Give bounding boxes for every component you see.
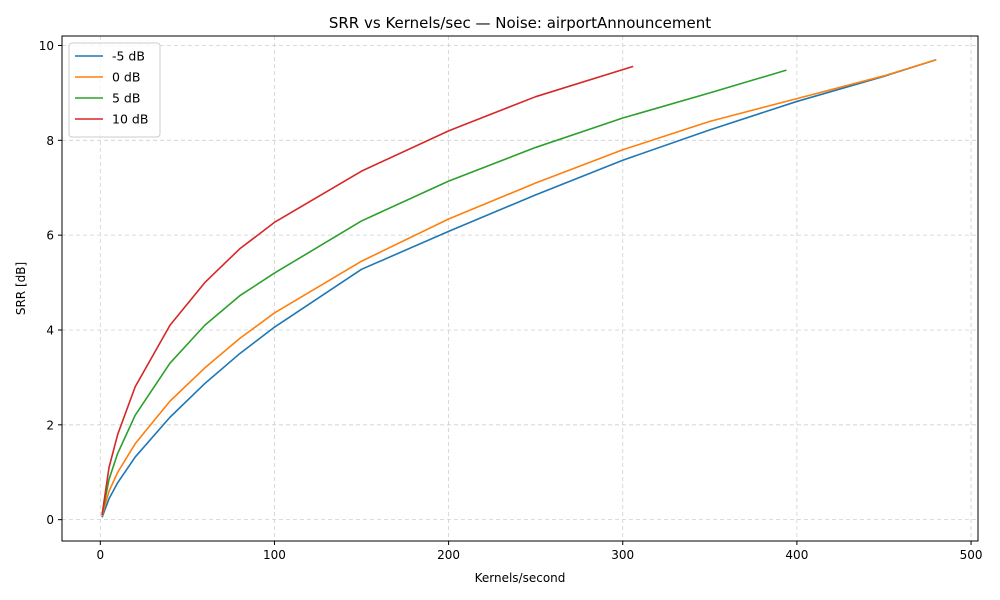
series-line-0 — [101, 58, 937, 518]
y-tick-label: 8 — [46, 134, 54, 148]
series-line-1 — [101, 58, 937, 517]
grid-layer — [62, 36, 978, 541]
legend-label-1: 0 dB — [112, 70, 140, 85]
x-tick-label: 500 — [960, 548, 983, 562]
y-tick-label: 10 — [39, 39, 54, 53]
series-line-2 — [101, 69, 787, 516]
x-tick-label: 0 — [96, 548, 104, 562]
series-layer — [101, 58, 937, 518]
tick-layer: 0 100 200 300 400 500 0 2 4 6 8 10 — [39, 39, 983, 562]
y-tick-label: 4 — [46, 323, 54, 337]
x-tick-label: 400 — [785, 548, 808, 562]
y-tick-label: 0 — [46, 513, 54, 527]
legend-label-3: 10 dB — [112, 112, 148, 127]
legend: -5 dB 0 dB 5 dB 10 dB — [68, 42, 161, 138]
x-tick-label: 100 — [263, 548, 286, 562]
y-axis-title: SRR [dB] — [14, 262, 28, 315]
legend-label-2: 5 dB — [112, 91, 140, 106]
x-tick-label: 200 — [437, 548, 460, 562]
legend-box — [68, 42, 161, 138]
y-tick-label: 2 — [46, 418, 54, 432]
chart-title: SRR vs Kernels/sec — Noise: airportAnnou… — [329, 14, 711, 32]
y-tick-label: 6 — [46, 229, 54, 243]
x-axis-title: Kernels/second — [475, 571, 566, 585]
series-line-3 — [101, 65, 634, 516]
x-tick-label: 300 — [611, 548, 634, 562]
legend-label-0: -5 dB — [112, 49, 145, 64]
plot-area-frame — [61, 35, 979, 542]
